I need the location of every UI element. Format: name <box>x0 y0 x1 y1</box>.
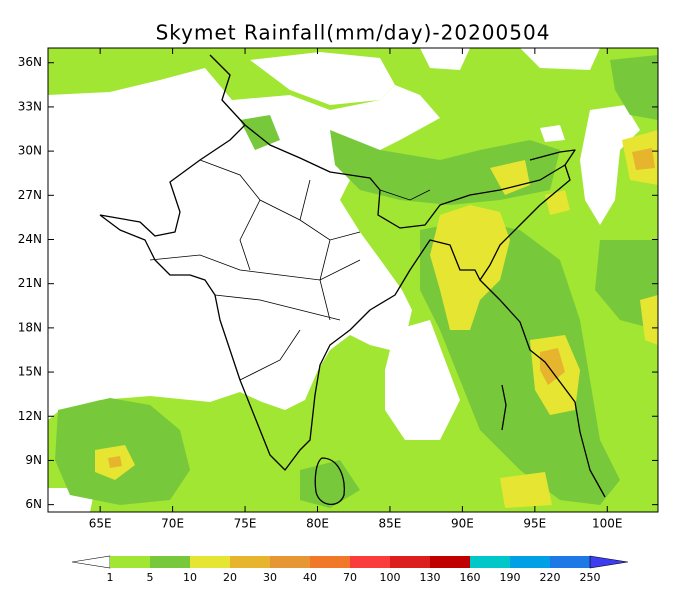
colorbar-label: 20 <box>223 571 237 584</box>
lon-tick-label: 70E <box>161 517 184 531</box>
colorbar-swatch <box>150 556 190 568</box>
colorbar-swatch <box>270 556 310 568</box>
lon-tick-label: 100E <box>592 517 623 531</box>
colorbar-label: 30 <box>263 571 277 584</box>
colorbar-label: 10 <box>183 571 197 584</box>
lat-tick-label: 21N <box>18 276 42 290</box>
lat-tick-label: 27N <box>18 188 42 202</box>
colorbar-swatch <box>470 556 510 568</box>
colorbar-label: 5 <box>147 571 154 584</box>
map-axes: 65E 70E 75E 80E 85E 90E 95E 100E 6N 9N 12N 15N 18N 21… <box>18 48 658 531</box>
colorbar-swatch <box>350 556 390 568</box>
map-frame <box>47 47 659 513</box>
colorbar-label: 100 <box>380 571 401 584</box>
colorbar-swatch <box>550 556 590 568</box>
colorbar-label: 250 <box>580 571 601 584</box>
colorbar-swatch <box>390 556 430 568</box>
lon-tick-label: 75E <box>234 517 257 531</box>
lon-tick-label: 90E <box>451 517 474 531</box>
colorbar-arrow <box>71 555 111 569</box>
colorbar-arrow <box>589 555 629 569</box>
colorbar-label: 40 <box>303 571 317 584</box>
colorbar-swatch <box>110 556 150 568</box>
colorbar-label: 1 <box>107 571 114 584</box>
colorbar-label: 220 <box>540 571 561 584</box>
lat-tick-label: 15N <box>18 365 42 379</box>
lat-tick-label: 33N <box>18 99 42 113</box>
lon-tick-label: 65E <box>89 517 112 531</box>
colorbar: 1 5 10 20 30 40 70 100 130 160 190 220 250 <box>71 555 629 584</box>
colorbar-label: 160 <box>460 571 481 584</box>
lat-tick-label: 9N <box>25 453 42 467</box>
colorbar-swatch <box>310 556 350 568</box>
rainfall-field <box>48 48 658 512</box>
lat-tick-label: 36N <box>18 55 42 69</box>
colorbar-swatch <box>510 556 550 568</box>
colorbar-label: 190 <box>500 571 521 584</box>
lon-tick-label: 85E <box>379 517 402 531</box>
colorbar-swatch <box>430 556 470 568</box>
colorbar-swatch <box>190 556 230 568</box>
lat-tick-label: 18N <box>18 320 42 334</box>
map-title: Skymet Rainfall(mm/day)-20200504 <box>156 21 551 45</box>
colorbar-label: 130 <box>420 571 441 584</box>
lat-tick-label: 24N <box>18 232 42 246</box>
lon-tick-label: 95E <box>523 517 546 531</box>
lon-tick-label: 80E <box>306 517 329 531</box>
lat-tick-label: 30N <box>18 144 42 158</box>
lat-tick-label: 12N <box>18 409 42 423</box>
colorbar-swatch <box>230 556 270 568</box>
colorbar-label: 70 <box>343 571 357 584</box>
lat-tick-label: 6N <box>25 497 42 511</box>
